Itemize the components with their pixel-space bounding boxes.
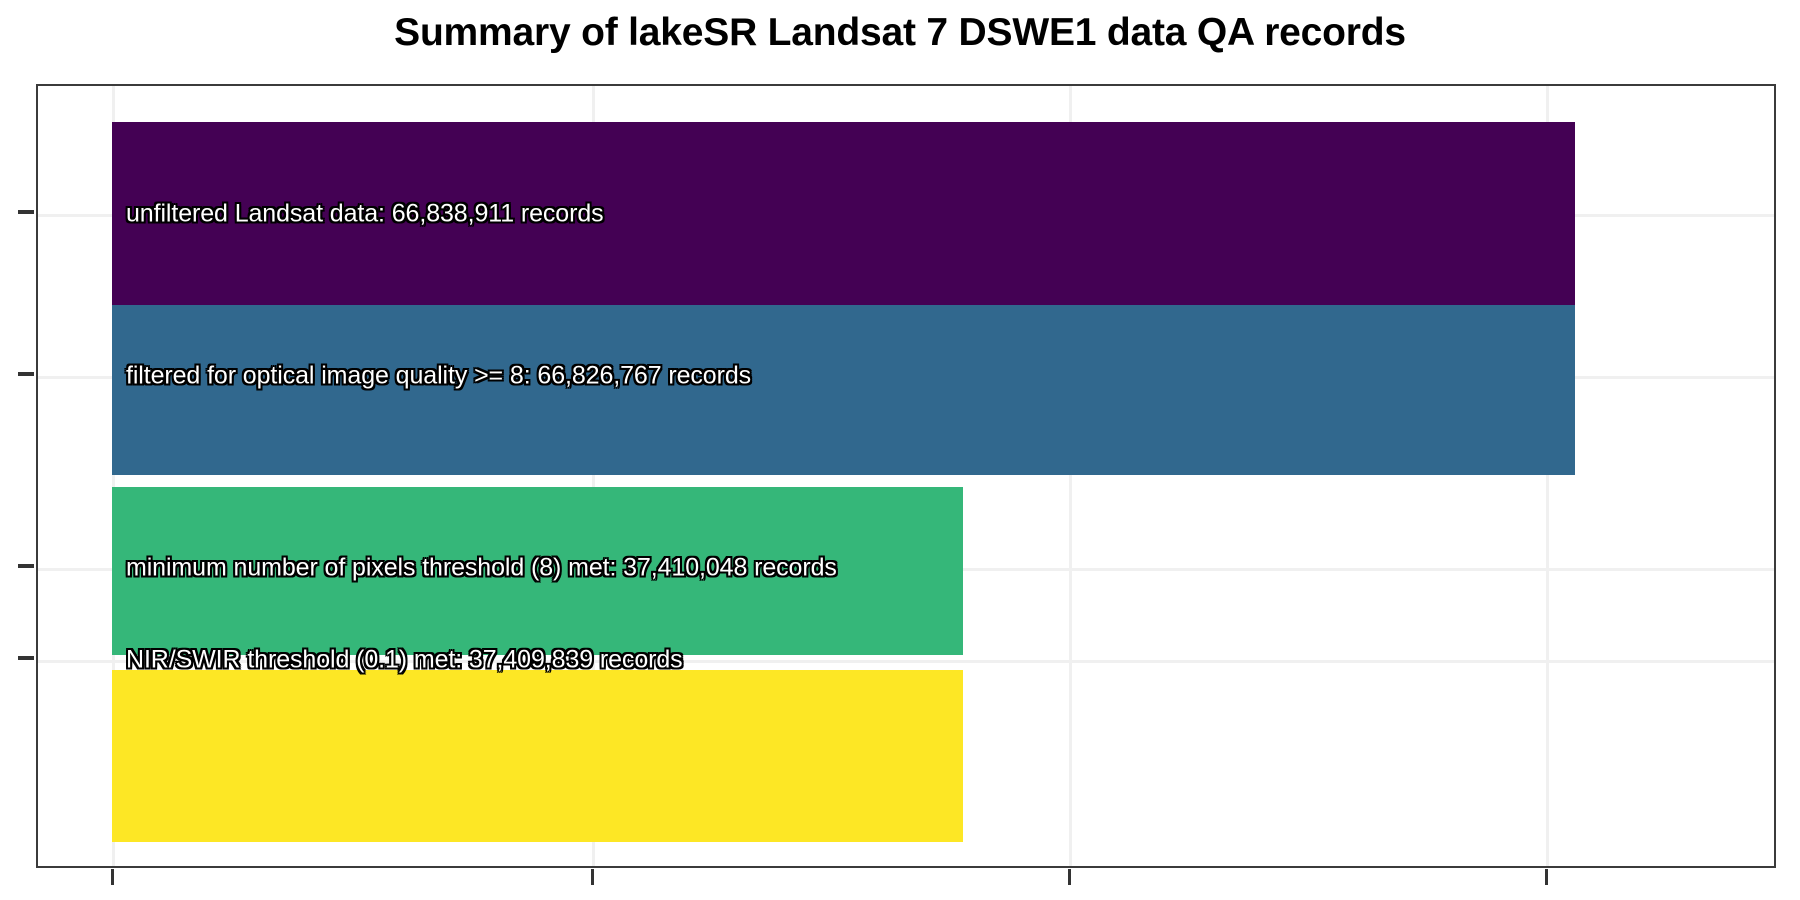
x-axis-tick — [591, 869, 594, 885]
x-gridline — [1069, 86, 1072, 866]
bar-unfiltered-landsat-data[interactable] — [112, 122, 1575, 305]
y-axis-tick — [18, 210, 34, 214]
x-axis-tick — [1545, 869, 1548, 885]
x-gridline — [592, 86, 595, 866]
x-axis-tick — [111, 869, 114, 885]
x-gridline — [1546, 86, 1549, 866]
y-gridline — [38, 660, 1774, 663]
bar-nir-swir-threshold[interactable] — [112, 670, 963, 842]
y-axis-tick — [18, 372, 34, 376]
y-axis-tick — [18, 564, 34, 568]
chart-title: Summary of lakeSR Landsat 7 DSWE1 data Q… — [394, 11, 1406, 54]
bar-optical-image-quality[interactable] — [112, 305, 1575, 475]
x-gridline — [112, 86, 115, 866]
bar-minimum-pixels-threshold[interactable] — [112, 487, 963, 655]
plot-area: unfiltered Landsat data: 66,838,911 reco… — [36, 84, 1776, 868]
x-axis-tick — [1068, 869, 1071, 885]
y-axis-tick — [18, 656, 34, 660]
